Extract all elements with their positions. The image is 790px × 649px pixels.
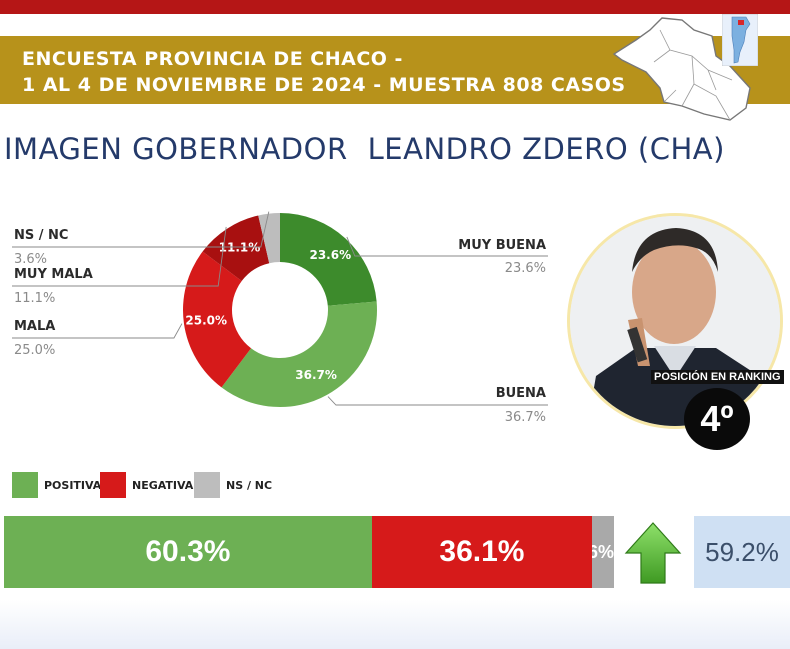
donut-leader-line xyxy=(12,323,183,339)
donut-leader-line xyxy=(327,396,548,406)
chart-title-left: IMAGEN GOBERNADOR xyxy=(4,132,348,166)
donut-category-label: MUY MALA xyxy=(14,267,93,282)
bar-segment-negativa: 36.1% xyxy=(371,516,593,588)
tendency-value: 59.2% xyxy=(694,516,790,588)
donut-leader-line xyxy=(12,211,270,248)
ranking-label: POSICIÓN EN RANKING xyxy=(651,370,784,384)
donut-slice-mala xyxy=(182,251,252,388)
legend-swatch-positiva xyxy=(12,472,38,498)
donut-category-value: 11.1% xyxy=(14,291,55,306)
bar-segment-ns-nc: 3.6% xyxy=(592,516,614,588)
chaco-map-icon xyxy=(612,17,751,121)
legend-label-positiva: POSITIVA xyxy=(44,479,102,492)
donut-leader-line xyxy=(346,236,548,257)
chart-title: IMAGEN GOBERNADOR LEANDRO ZDERO (CHA) xyxy=(4,132,725,166)
donut-slice-value: 11.1% xyxy=(219,240,261,254)
donut-category-value: 25.0% xyxy=(14,343,55,358)
up-arrow-icon xyxy=(624,522,682,584)
legend-swatch-negativa xyxy=(100,472,126,498)
top-band xyxy=(0,0,790,14)
bottom-fade xyxy=(0,600,790,649)
donut-slice-muy-buena xyxy=(280,213,377,306)
donut-category-label: NS / NC xyxy=(14,228,68,243)
donut-slice-value: 36.7% xyxy=(295,368,337,382)
survey-header-line2: 1 AL 4 DE NOVIEMBRE DE 2024 - MUESTRA 80… xyxy=(22,74,626,96)
donut-category-value: 3.6% xyxy=(14,252,47,267)
donut-category-label: MALA xyxy=(14,319,55,334)
donut-slice-muy-mala xyxy=(202,215,270,282)
chart-title-right: LEANDRO ZDERO (CHA) xyxy=(367,132,725,166)
donut-category-label: MUY BUENA xyxy=(458,238,546,253)
bar-segment-positiva: 60.3% xyxy=(4,516,372,588)
argentina-map-icon xyxy=(722,14,758,66)
donut-slice-ns-nc xyxy=(258,213,280,264)
donut-slice-value: 25.0% xyxy=(185,313,227,327)
stacked-bar: 60.3%36.1%3.6% xyxy=(4,516,614,588)
legend-swatch-ns-nc xyxy=(194,472,220,498)
governor-portrait xyxy=(567,213,783,429)
legend-label-negativa: NEGATIVA xyxy=(132,479,194,492)
legend-label-ns-nc: NS / NC xyxy=(226,479,273,492)
donut-slice-buena xyxy=(221,301,378,407)
survey-header: ENCUESTA PROVINCIA DE CHACO - 1 AL 4 DE … xyxy=(22,46,626,98)
donut-category-label: BUENA xyxy=(496,386,546,401)
survey-header-line1: ENCUESTA PROVINCIA DE CHACO - xyxy=(22,48,403,70)
donut-chart: 23.6% MUY BUENA 23.6% 36.7% BUENA 36.7% 25.0% M… xyxy=(12,211,548,425)
ranking-badge: 4º xyxy=(684,388,750,450)
donut-category-value: 36.7% xyxy=(505,410,546,425)
donut-category-value: 23.6% xyxy=(505,261,546,276)
donut-slice-value: 23.6% xyxy=(309,248,351,262)
